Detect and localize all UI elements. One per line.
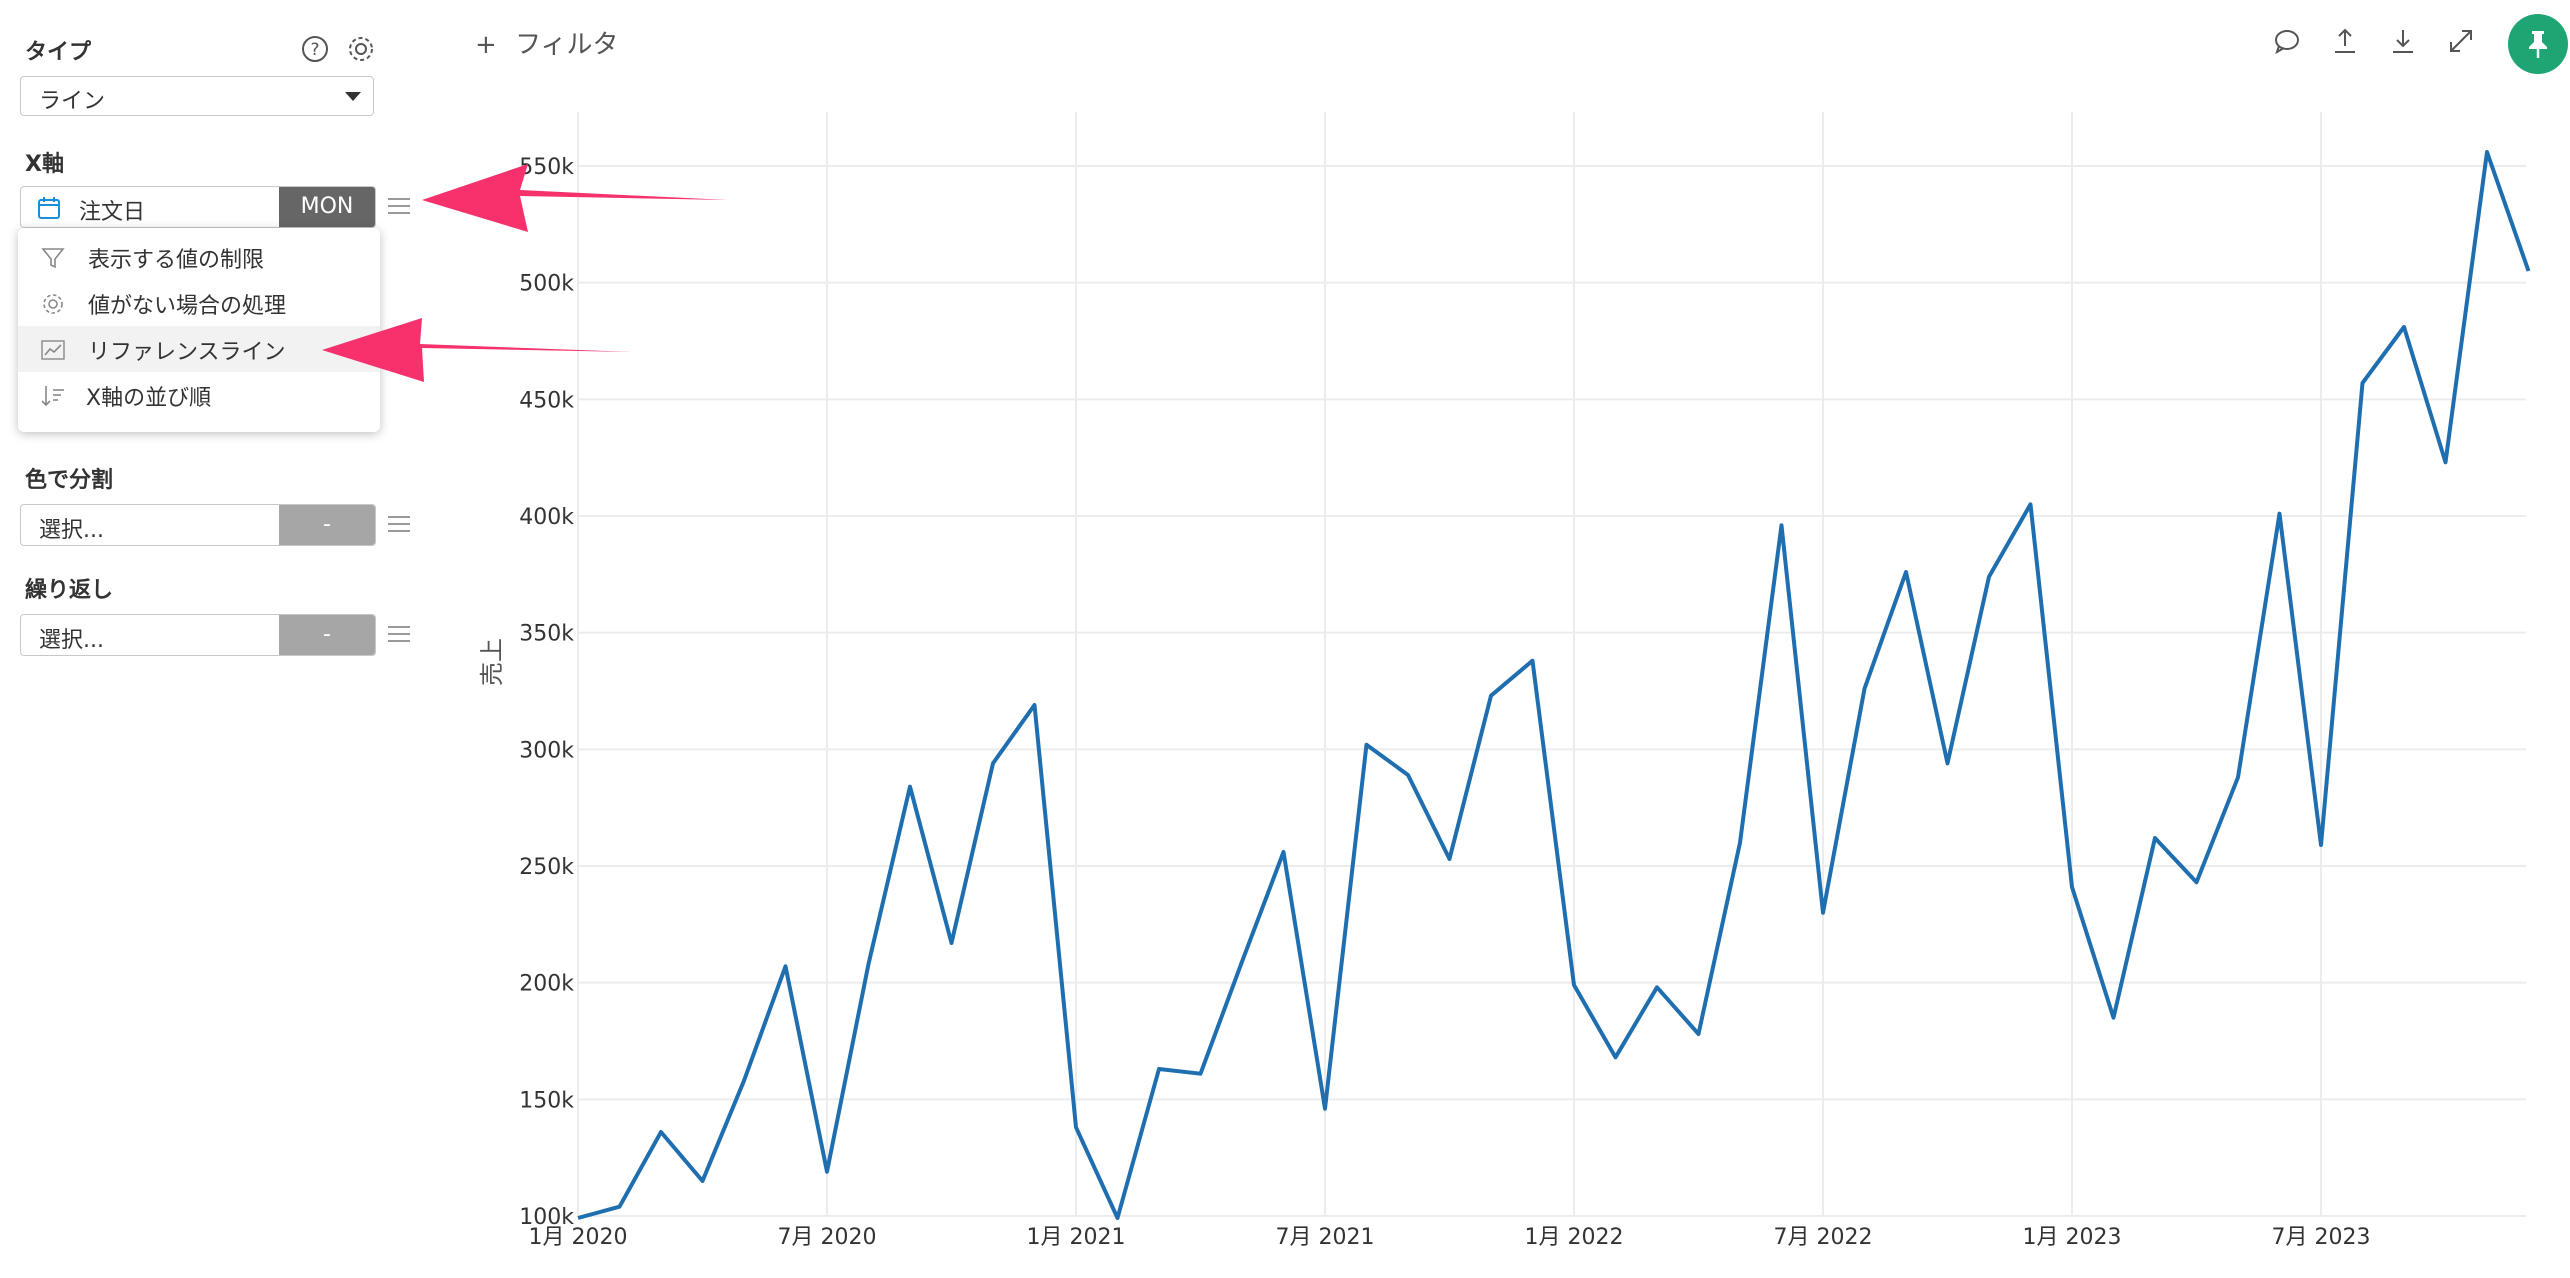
plus-icon: + (475, 30, 497, 60)
pin-button[interactable] (2508, 14, 2568, 74)
color-split-label: 色で分割 (25, 468, 114, 493)
menu-item-missing-values[interactable]: 値がない場合の処理 (18, 280, 380, 326)
y-tick-label: 300k (519, 738, 574, 763)
y-tick-label: 550k (519, 155, 574, 180)
xaxis-dropdown-menu: 表示する値の制限 値がない場合の処理 リファレンスライン (18, 228, 380, 432)
x-tick-label: 1月 2022 (1525, 1225, 1624, 1250)
settings-panel: タイプ ? ライン X軸 注文日 MON 表示する値の制限 (0, 0, 440, 1278)
menu-item-x-order[interactable]: X軸の並び順 (18, 372, 380, 418)
xaxis-field-name: 注文日 (79, 200, 146, 225)
arrow-annotation (322, 318, 632, 382)
chevron-down-icon (345, 92, 361, 101)
xaxis-menu-icon[interactable] (388, 198, 410, 214)
svg-text:?: ? (310, 40, 319, 60)
calendar-icon (38, 197, 60, 219)
arrow-annotation (422, 164, 728, 232)
type-label: タイプ (25, 40, 92, 65)
sort-icon (41, 386, 64, 407)
add-filter-label: フィルタ (515, 30, 619, 60)
color-split-menu-icon[interactable] (388, 516, 410, 532)
menu-item-label: 値がない場合の処理 (88, 294, 287, 319)
upload-icon[interactable] (2330, 26, 2360, 56)
gear-icon (43, 294, 63, 314)
menu-item-limit-values[interactable]: 表示する値の制限 (18, 234, 380, 280)
xaxis-unit-button[interactable]: MON (279, 187, 375, 227)
expand-icon[interactable] (2446, 26, 2476, 56)
color-split-field[interactable]: 選択... - (20, 504, 376, 546)
gear-icon[interactable] (346, 34, 376, 64)
menu-item-label: 表示する値の制限 (88, 248, 265, 273)
repeat-menu-icon[interactable] (388, 626, 410, 642)
x-tick-label: 7月 2021 (1276, 1225, 1375, 1250)
color-split-placeholder: 選択... (39, 518, 104, 543)
series-line (577, 150, 2531, 1220)
repeat-label: 繰り返し (25, 578, 114, 603)
menu-item-label: X軸の並び順 (86, 386, 212, 411)
x-tick-label: 1月 2023 (2023, 1225, 2122, 1250)
comment-icon[interactable] (2272, 26, 2302, 56)
pin-icon (2529, 31, 2547, 58)
x-tick-label: 1月 2020 (529, 1225, 628, 1250)
repeat-field[interactable]: 選択... - (20, 614, 376, 656)
color-split-button[interactable]: - (279, 505, 375, 545)
type-select[interactable]: ライン (20, 76, 374, 116)
y-axis-ticks: 100k 150k 200k 250k 300k 350k 400k 450k 500k 550k (519, 155, 574, 1230)
y-tick-label: 100k (519, 1205, 574, 1230)
menu-item-reference-line[interactable]: リファレンスライン (18, 326, 380, 372)
y-tick-label: 450k (519, 388, 574, 413)
download-icon[interactable] (2388, 26, 2418, 56)
xaxis-label: X軸 (25, 152, 64, 177)
x-tick-label: 7月 2023 (2272, 1225, 2371, 1250)
y-tick-label: 400k (519, 505, 574, 530)
repeat-placeholder: 選択... (39, 628, 104, 653)
y-tick-label: 150k (519, 1088, 574, 1113)
filter-icon (41, 248, 65, 269)
help-icon[interactable]: ? (300, 34, 330, 64)
xaxis-field[interactable]: 注文日 MON (20, 186, 376, 228)
type-select-value: ライン (39, 89, 106, 114)
x-tick-label: 7月 2022 (1774, 1225, 1873, 1250)
y-tick-label: 500k (519, 272, 574, 297)
y-tick-label: 350k (519, 622, 574, 647)
add-filter-button[interactable]: + フィルタ (475, 24, 619, 61)
chart-line-icon (41, 340, 65, 360)
y-axis-label: 売上 (478, 638, 506, 686)
y-tick-label: 250k (519, 855, 574, 880)
x-tick-label: 7月 2020 (778, 1225, 877, 1250)
x-tick-label: 1月 2021 (1027, 1225, 1126, 1250)
y-tick-label: 200k (519, 972, 574, 997)
chart-grid (577, 112, 2526, 1217)
menu-item-label: リファレンスライン (88, 340, 286, 365)
repeat-button[interactable]: - (279, 615, 375, 655)
x-axis-ticks: 1月 2020 7月 2020 1月 2021 7月 2021 1月 2022 7月 20… (529, 1225, 2371, 1250)
